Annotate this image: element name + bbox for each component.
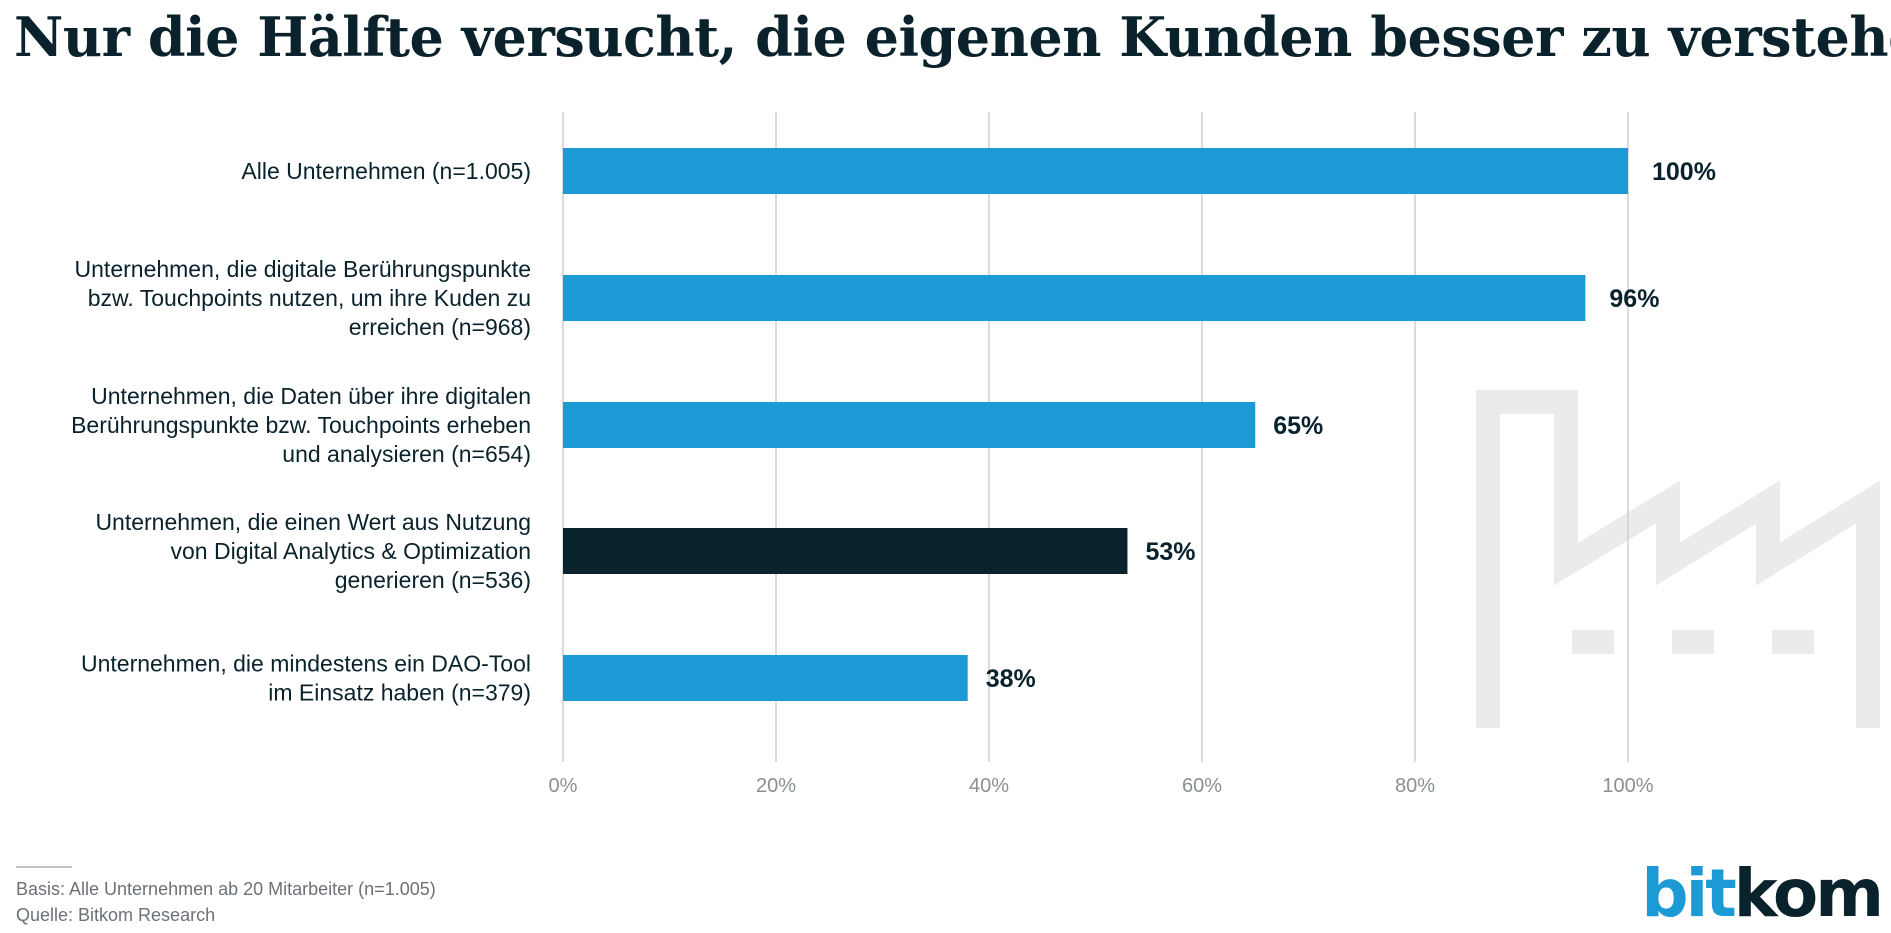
x-tick-label: 20% [756, 775, 796, 797]
x-tick-label: 60% [1182, 775, 1222, 797]
bar [563, 275, 1586, 321]
x-tick-label: 0% [549, 775, 578, 797]
factory-window [1672, 630, 1714, 654]
bitkom-logo: bitkom [1641, 855, 1884, 932]
footer-notes: Basis: Alle Unternehmen ab 20 Mitarbeite… [16, 876, 436, 928]
source-note: Quelle: Bitkom Research [16, 905, 216, 925]
value-label: 53% [1145, 538, 1195, 566]
value-label: 38% [986, 665, 1036, 693]
basis-note: Basis: Alle Unternehmen ab 20 Mitarbeite… [16, 879, 436, 899]
logo-part-kom: kom [1733, 855, 1884, 932]
logo-part-bit: bit [1641, 855, 1736, 932]
category-labels: Alle Unternehmen (n=1.005) Unternehmen, d… [71, 158, 531, 706]
bar [563, 528, 1128, 574]
factory-window [1772, 630, 1814, 654]
bar [563, 655, 968, 701]
category-label: Unternehmen, die mindestens ein DAO-Tool… [81, 651, 531, 706]
value-label: 100% [1652, 158, 1716, 186]
chart-title: Nur die Hälfte versucht, die eigenen Kun… [14, 5, 1891, 69]
category-label: Alle Unternehmen (n=1.005) [241, 158, 531, 184]
value-labels: 100% 96% 65% 53% 38% [986, 158, 1716, 693]
value-label: 96% [1609, 285, 1659, 313]
x-tick-label: 80% [1395, 775, 1435, 797]
x-tick-label: 100% [1602, 775, 1653, 797]
bar [563, 402, 1256, 448]
category-label: Unternehmen, die einen Wert aus Nutzung v… [95, 509, 531, 593]
category-label: Unternehmen, die Daten über ihre digital… [71, 383, 531, 467]
bars [563, 148, 1628, 701]
value-label: 65% [1273, 412, 1323, 440]
x-tick-label: 40% [969, 775, 1009, 797]
category-label: Unternehmen, die digitale Berührungspunk… [75, 256, 531, 340]
factory-outline [1476, 390, 1880, 728]
bar [563, 148, 1628, 194]
x-axis-ticks: 0% 20% 40% 60% 80% 100% [549, 775, 1654, 797]
factory-window [1572, 630, 1614, 654]
factory-icon [1476, 390, 1880, 728]
footer-divider [16, 866, 72, 868]
